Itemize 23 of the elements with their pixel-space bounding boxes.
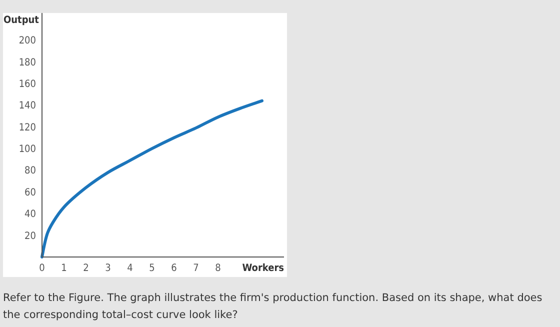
x-tick-label: 1 bbox=[61, 263, 67, 274]
y-tick-label: 80 bbox=[24, 166, 36, 177]
x-tick-label: 7 bbox=[193, 263, 199, 274]
x-tick-label: 0 bbox=[39, 263, 46, 274]
y-tick-label: 140 bbox=[18, 100, 36, 112]
y-tick-label: 40 bbox=[24, 209, 36, 220]
y-tick-label: 60 bbox=[24, 187, 36, 198]
x-tick-label: 6 bbox=[171, 263, 178, 274]
x-tick-label: 2 bbox=[83, 263, 89, 274]
x-tick-label: 4 bbox=[127, 263, 134, 274]
text: Refer to the Figure. The graph illustrates the firm's production function. Based on its shape, what does the corresponding total–cost curve look like? bbox=[3, 291, 544, 323]
y-tick-label: 100 bbox=[18, 144, 36, 156]
x-tick-label: 8 bbox=[215, 263, 222, 274]
x-tick-label: 5 bbox=[149, 263, 155, 274]
y-tick-label: 20 bbox=[24, 230, 36, 242]
y-tick-label: 200 bbox=[18, 36, 36, 47]
x-tick-label: 3 bbox=[105, 263, 111, 274]
y-tick-label: 120 bbox=[18, 122, 36, 134]
x-axis-title: Workers bbox=[242, 263, 284, 274]
y-axis-title: Output bbox=[3, 15, 40, 26]
y-tick-label: 180 bbox=[18, 57, 36, 68]
y-tick-label: 160 bbox=[18, 78, 36, 90]
line-series bbox=[40, 99, 264, 258]
